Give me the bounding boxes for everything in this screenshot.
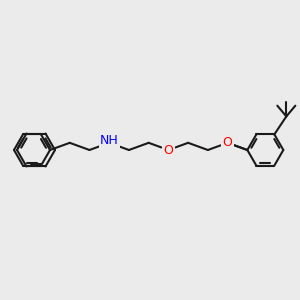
Text: O: O bbox=[164, 143, 173, 157]
Text: O: O bbox=[223, 136, 232, 149]
Text: NH: NH bbox=[100, 134, 118, 147]
